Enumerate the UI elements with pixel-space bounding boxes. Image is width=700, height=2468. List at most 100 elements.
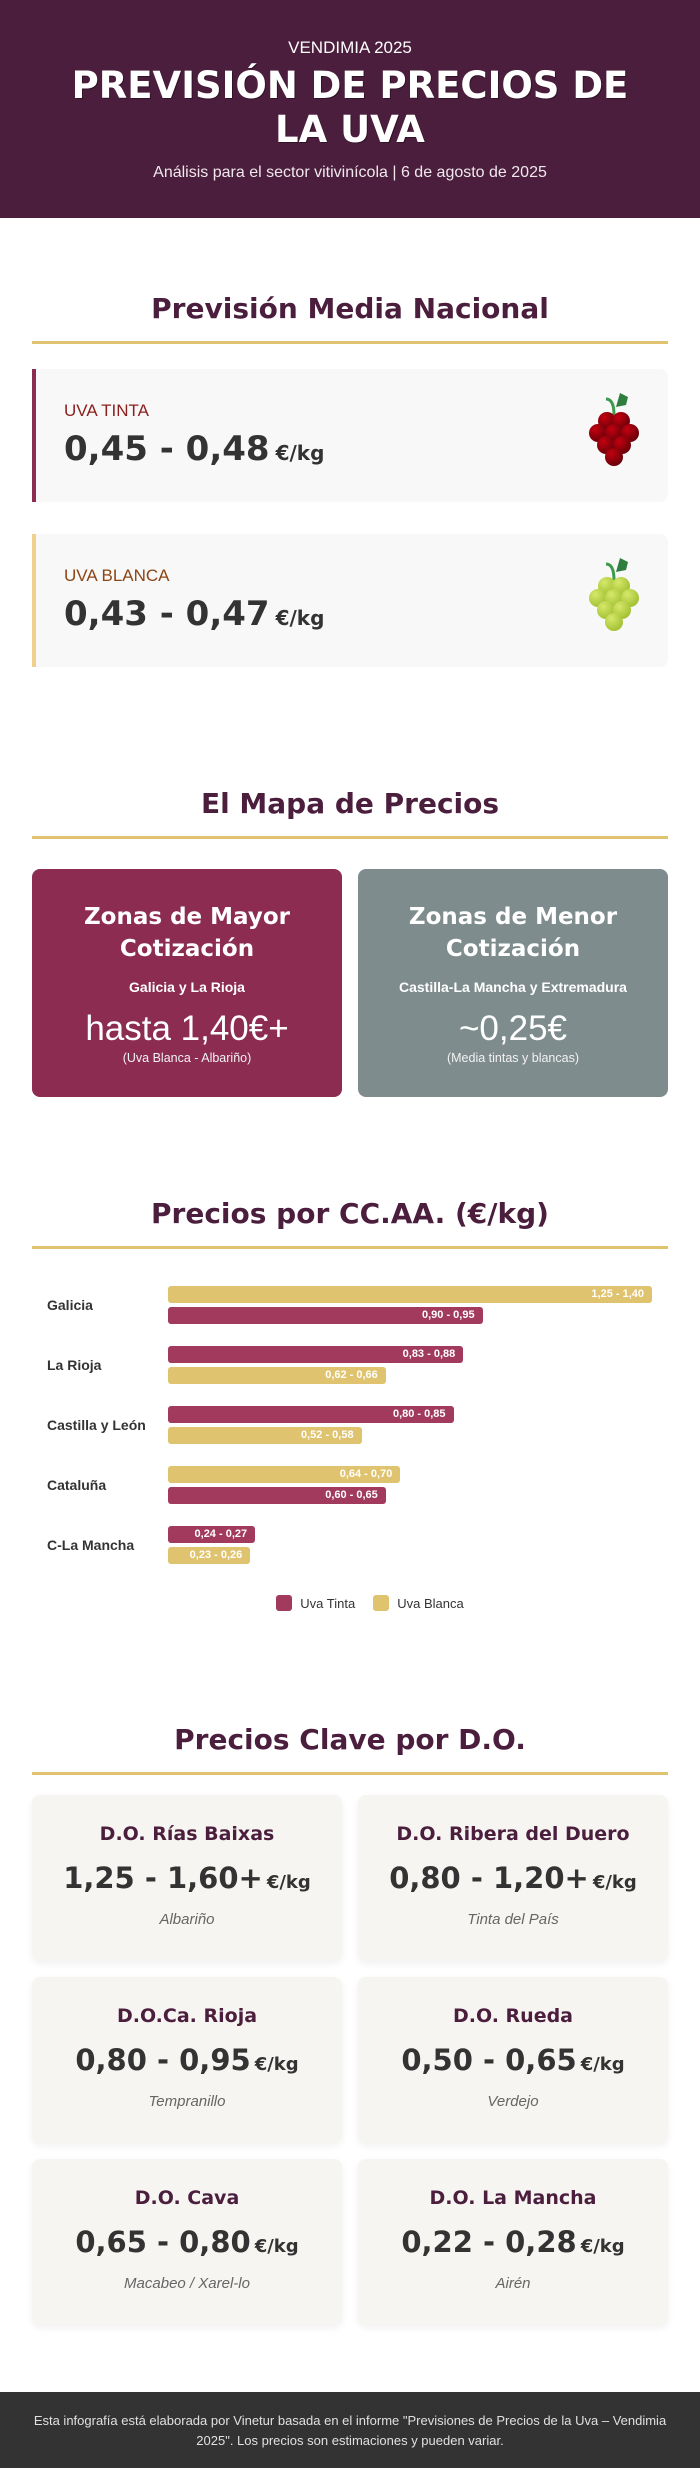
price-value: 0,50 - 0,65 [401, 2043, 577, 2077]
do-card: D.O. Cava 0,65 - 0,80 €/kg Macabeo / Xarel-… [32, 2159, 342, 2325]
row-label: Cataluña [47, 1477, 107, 1493]
do-grid: D.O. Rías Baixas 1,25 - 1,60+ €/kg Albariño… [32, 1795, 668, 2325]
legend-swatch [276, 1595, 293, 1611]
price-unit: €/kg [580, 2236, 625, 2257]
legend-item-blanca[interactable]: Uva Blanca [373, 1595, 464, 1611]
price-unit: €/kg [580, 2054, 625, 2075]
do-name: D.O. La Mancha [429, 2187, 597, 2209]
zone-title: Zonas de Menor Cotización [408, 904, 618, 962]
national-card-blanca: UVA BLANCA 0,43 - 0,47 €/kg [32, 534, 668, 667]
section-title-do: Precios Clave por D.O. [174, 1723, 526, 1756]
national-card-tinta: UVA TINTA 0,45 - 0,48 €/kg [32, 369, 668, 502]
zone-regions: Castilla-La Mancha y Extremadura [399, 979, 627, 995]
red-grape-icon [589, 393, 639, 466]
zone-price: ~0,25€ [458, 1009, 568, 1048]
do-name: D.O.Ca. Rioja [116, 2005, 258, 2027]
legend-label: Uva Tinta [300, 1595, 356, 1611]
bar-group: 0,80 - 0,85 0,52 - 0,58 [168, 1402, 668, 1448]
section-title-map: El Mapa de Precios [200, 787, 500, 820]
legend-swatch [373, 1595, 390, 1611]
price-value: 0,22 - 0,28 [401, 2225, 577, 2259]
chart-legend: Uva Tinta Uva Blanca [32, 1595, 668, 1611]
do-variety: Albariño [159, 1911, 215, 1928]
bar-tinta[interactable]: 0,60 - 0,65 [168, 1487, 386, 1504]
page-footer: Esta infografía está elaborada por Vinet… [0, 2392, 700, 2468]
price-value: 0,80 - 1,20+ [389, 1861, 589, 1895]
zone-note: (Media tintas y blancas) [446, 1051, 579, 1065]
price-unit: €/kg [254, 2236, 299, 2257]
section-divider [32, 1772, 668, 1775]
price-unit: €/kg [266, 1872, 311, 1893]
row-label: La Rioja [47, 1357, 102, 1373]
price-unit: €/kg [254, 2054, 299, 2075]
bar-tinta[interactable]: 0,90 - 0,95 [168, 1307, 483, 1324]
do-card: D.O. Ribera del Duero 0,80 - 1,20+ €/kg Tin… [358, 1795, 668, 1961]
chart-row: Castilla y León 0,80 - 0,85 0,52 - 0,58 [32, 1395, 668, 1455]
section-divider [32, 341, 668, 344]
do-variety: Tempranillo [148, 2093, 226, 2110]
bar-blanca[interactable]: 0,62 - 0,66 [168, 1367, 386, 1384]
zone-card-low: Zonas de Menor Cotización Castilla-La Ma… [358, 869, 668, 1097]
bar-group: 0,83 - 0,88 0,62 - 0,66 [168, 1342, 668, 1388]
zone-note: (Uva Blanca - Albariño) [122, 1051, 252, 1065]
zones-grid: Zonas de Mayor Cotización Galicia y La R… [32, 869, 668, 1097]
do-name: D.O. Rueda [452, 2005, 574, 2027]
do-price: 0,80 - 1,20+ €/kg [358, 1861, 668, 1895]
chart-row: La Rioja 0,83 - 0,88 0,62 - 0,66 [32, 1335, 668, 1395]
price-value: 0,65 - 0,80 [75, 2225, 251, 2259]
section-title-national: Previsión Media Nacional [151, 292, 549, 325]
card-label: UVA BLANCA [64, 566, 170, 585]
national-section: Previsión Media Nacional UVA TINTA 0,45 … [0, 218, 700, 667]
legend-label: Uva Blanca [397, 1595, 464, 1611]
do-variety: Tinta del País [467, 1911, 559, 1928]
header-subtitle: Análisis para el sector vitivinícola | 6… [153, 164, 547, 181]
zone-regions: Galicia y La Rioja [129, 979, 245, 995]
price-value: 0,80 - 0,95 [75, 2043, 251, 2077]
do-card: D.O. La Mancha 0,22 - 0,28 €/kg Airén [358, 2159, 668, 2325]
bar-tinta[interactable]: 0,80 - 0,85 [168, 1406, 454, 1423]
regional-bar-chart: Galicia 1,25 - 1,40 0,90 - 0,95 La Rioja 0,8… [32, 1275, 668, 1575]
page-title: PREVISIÓN DE PRECIOS DE LA UVA [71, 64, 629, 151]
section-title-regional: Precios por CC.AA. (€/kg) [151, 1197, 549, 1230]
card-label: UVA TINTA [64, 401, 150, 420]
do-price: 0,80 - 0,95 €/kg [32, 2043, 342, 2077]
card-price: 0,45 - 0,48 €/kg [64, 429, 668, 469]
bar-group: 0,64 - 0,70 0,60 - 0,65 [168, 1462, 668, 1508]
bar-blanca[interactable]: 0,52 - 0,58 [168, 1427, 362, 1444]
bar-group: 0,24 - 0,27 0,23 - 0,26 [168, 1522, 668, 1568]
row-label: C-La Mancha [47, 1537, 135, 1553]
map-section: El Mapa de Precios Zonas de Mayor Cotiza… [0, 667, 700, 1097]
do-name: D.O. Cava [134, 2187, 240, 2209]
price-value: 1,25 - 1,60+ [63, 1861, 263, 1895]
price-unit: €/kg [275, 606, 325, 630]
bar-blanca[interactable]: 0,23 - 0,26 [168, 1547, 251, 1564]
bar-blanca[interactable]: 0,64 - 0,70 [168, 1466, 401, 1483]
bar-tinta[interactable]: 0,24 - 0,27 [168, 1526, 256, 1543]
card-price: 0,43 - 0,47 €/kg [64, 594, 668, 634]
header-kicker: VENDIMIA 2025 [288, 38, 412, 57]
do-name: D.O. Rías Baixas [99, 1823, 275, 1845]
do-price: 0,22 - 0,28 €/kg [358, 2225, 668, 2259]
do-card: D.O. Rías Baixas 1,25 - 1,60+ €/kg Albariño [32, 1795, 342, 1961]
zone-card-high: Zonas de Mayor Cotización Galicia y La R… [32, 869, 342, 1097]
do-variety: Macabeo / Xarel-lo [124, 2275, 250, 2292]
price-unit: €/kg [275, 441, 325, 465]
bar-group: 1,25 - 1,40 0,90 - 0,95 [168, 1282, 668, 1328]
price-value: 0,43 - 0,47 [64, 594, 270, 634]
bar-tinta[interactable]: 0,83 - 0,88 [168, 1346, 464, 1363]
legend-item-tinta[interactable]: Uva Tinta [276, 1595, 355, 1611]
bar-blanca[interactable]: 1,25 - 1,40 [168, 1286, 652, 1303]
section-divider [32, 1246, 668, 1249]
zone-price: hasta 1,40€+ [85, 1009, 289, 1048]
do-price: 1,25 - 1,60+ €/kg [32, 1861, 342, 1895]
zone-title: Zonas de Mayor Cotización [84, 904, 290, 962]
chart-row: C-La Mancha 0,24 - 0,27 0,23 - 0,26 [32, 1515, 668, 1575]
price-unit: €/kg [592, 1872, 637, 1893]
row-label: Galicia [47, 1297, 93, 1313]
regional-section: Precios por CC.AA. (€/kg) Galicia 1,25 - … [0, 1097, 700, 1611]
do-variety: Verdejo [487, 2093, 539, 2110]
do-price: 0,65 - 0,80 €/kg [32, 2225, 342, 2259]
white-grape-icon [589, 558, 639, 631]
do-name: D.O. Ribera del Duero [396, 1823, 630, 1845]
page-header: VENDIMIA 2025 PREVISIÓN DE PRECIOS DE LA… [0, 0, 700, 218]
